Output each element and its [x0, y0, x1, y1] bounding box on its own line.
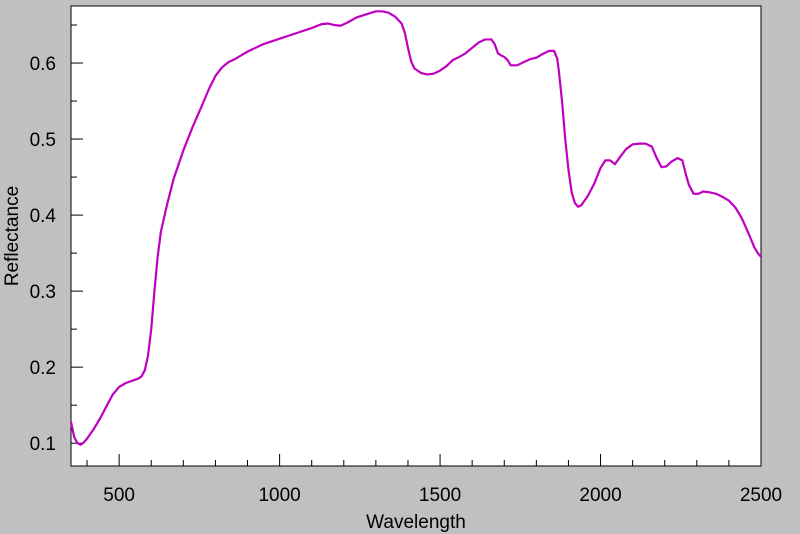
y-tick-labels: 0.1 0.2 0.3 0.4 0.5 0.6 [30, 54, 57, 455]
plot-area [70, 5, 762, 467]
x-axis-title: Wavelength [366, 512, 466, 533]
x-tick-label: 2000 [579, 485, 621, 506]
y-tick-label: 0.3 [30, 282, 56, 303]
series-layer [69, 10, 763, 446]
x-tick-label: 500 [103, 485, 135, 506]
y-tick-label: 0.6 [30, 54, 56, 75]
reflectance-series-line [69, 10, 763, 446]
y-tick-label: 0.5 [30, 130, 56, 151]
y-tick-label: 0.1 [30, 434, 56, 455]
y-tick-label: 0.4 [30, 206, 57, 227]
minor-ticks [71, 24, 730, 466]
x-tick-labels: 500 1000 1500 2000 2500 [103, 485, 782, 506]
x-tick-label: 1500 [419, 485, 461, 506]
x-tick-label: 2500 [740, 485, 782, 506]
x-tick-label: 1000 [258, 485, 300, 506]
y-axis-title: Reflectance [2, 186, 23, 286]
y-tick-label: 0.2 [30, 358, 56, 379]
